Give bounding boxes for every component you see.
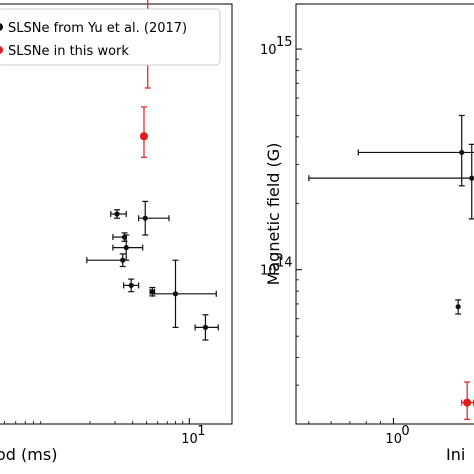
left-series-0-point-8 [202,324,209,330]
left-x-axis-label: od (ms) [0,445,57,464]
left-x-tick-exp-0: 1 [197,424,205,439]
left-series-1-point-1 [139,132,148,141]
left-series-0-point-5 [128,282,134,288]
right-y-tick-label-1: 10 [260,43,277,58]
right-series-1-point-0 [463,398,472,407]
left-series-0-point-4 [120,257,126,263]
left-panel-ticks: 101 [4,418,206,447]
left-x-tick-label-0: 10 [181,432,198,447]
left-series-0-point-0 [114,211,120,217]
legend-box [0,8,221,66]
right-x-axis-label: Ini [446,445,465,464]
right-y-tick-exp-1: 15 [276,35,293,50]
right-series-0-point-1 [469,175,474,181]
right-y-axis-label: Magnetic field (G) [264,143,283,286]
right-y-tick-exp-0: 14 [276,256,293,271]
legend-marker-yu [0,23,3,31]
left-series-0-point-1 [142,215,148,221]
right-x-tick-label-0: 10 [385,432,402,447]
right-y-tick-label-0: 10 [260,264,277,279]
left-series-0-point-7 [172,291,179,297]
legend: SLSNe from Yu et al. (2017) SLSNe in thi… [0,8,221,66]
right-series-0-point-0 [459,149,465,156]
legend-marker-this-work [0,46,3,54]
left-series-0-point-3 [123,245,129,251]
right-panel-marks [308,114,474,420]
right-series-0-point-2 [455,304,461,310]
right-x-tick-exp-0: 0 [401,424,409,439]
legend-label-yu: SLSNe from Yu et al. (2017) [8,21,187,36]
right-panel-frame [295,3,474,425]
legend-label-this-work: SLSNe in this work [8,44,129,59]
